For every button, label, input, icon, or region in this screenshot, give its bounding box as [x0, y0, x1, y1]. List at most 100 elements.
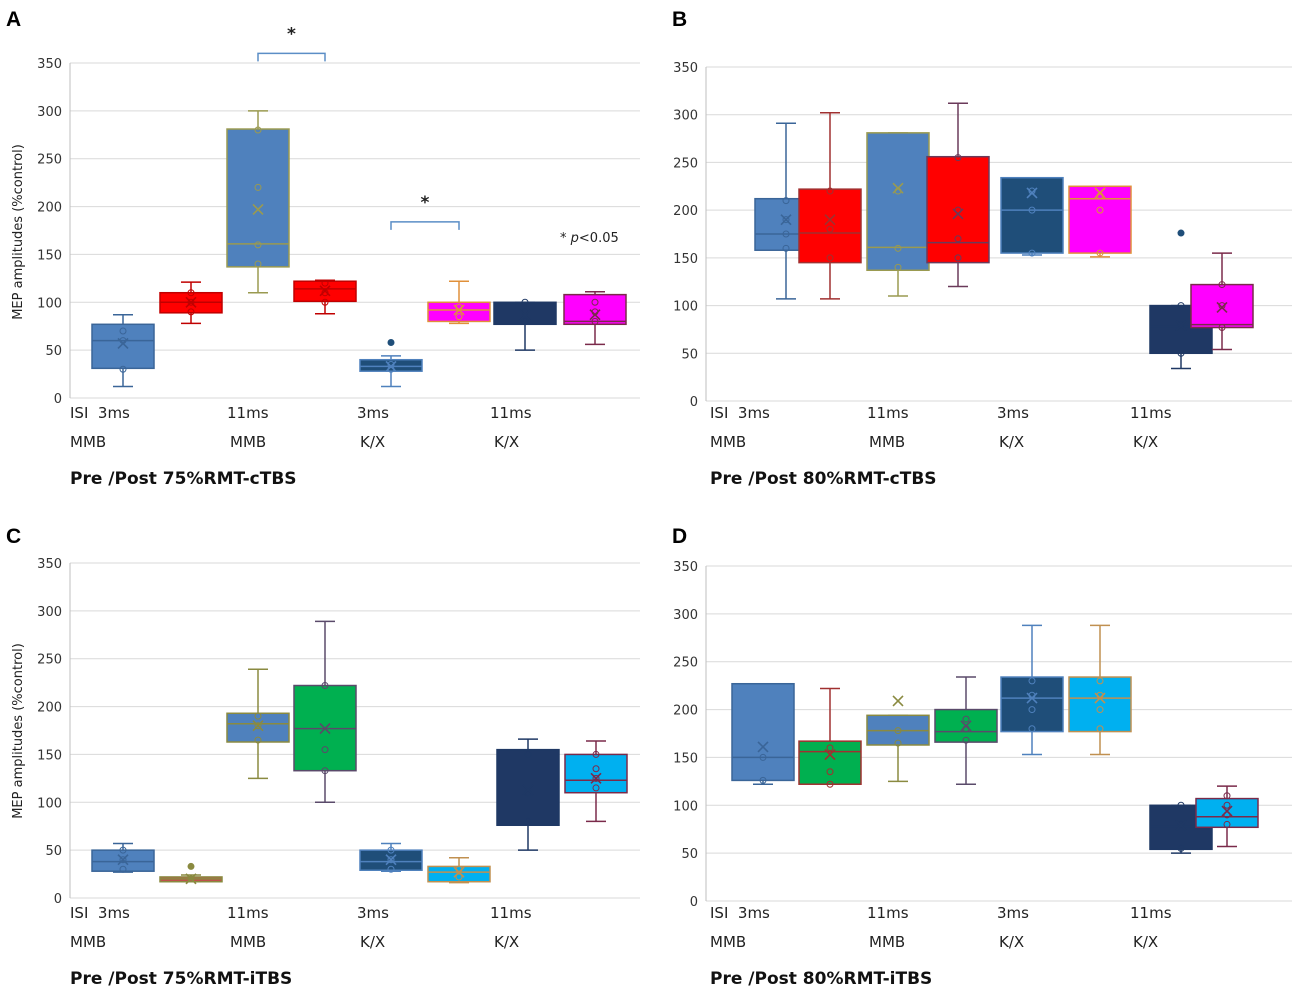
- data-point: [119, 856, 127, 864]
- x-label-11ms: 11ms: [1130, 404, 1172, 422]
- data-point: [1223, 801, 1231, 809]
- x-label-3ms: 3ms: [357, 404, 389, 422]
- box-plot: [1068, 624, 1132, 756]
- panel-d: D 0 50 100 150 200 250 300 350 ISI 3ms 11ms 3ms…: [672, 525, 1292, 989]
- box-plot: [926, 102, 990, 288]
- box-iqr: [866, 132, 930, 272]
- y-tick-label: 250: [673, 656, 698, 671]
- data-point: [1223, 820, 1231, 828]
- box-plot: [798, 687, 862, 788]
- y-tick-label: 300: [673, 109, 698, 124]
- mean-marker: [1216, 301, 1228, 314]
- x-label-11ms: 11ms: [867, 404, 909, 422]
- outlier-point: [1177, 229, 1185, 237]
- data-point: [1177, 302, 1185, 310]
- x-label-mmb: MMB: [869, 433, 905, 451]
- data-point: [1218, 281, 1226, 289]
- mean-marker: [589, 309, 601, 321]
- data-point: [826, 780, 834, 788]
- x-label-mmb: MMB: [710, 933, 746, 951]
- mean-marker: [1026, 187, 1038, 199]
- significance-line: [390, 221, 460, 230]
- box-plot: [226, 110, 290, 294]
- box-iqr: [427, 301, 491, 323]
- data-point: [187, 875, 195, 883]
- mean-marker: [385, 854, 397, 866]
- y-tick-label: 200: [37, 201, 62, 216]
- mean-marker: [892, 695, 904, 707]
- mean-marker: [952, 208, 964, 220]
- panel-c: C 0 50 100 150 200 250 300 350 MEP amplitudes (…: [6, 525, 640, 989]
- y-tick-label: 150: [37, 748, 62, 763]
- data-point: [591, 298, 599, 306]
- x-label-mmb: MMB: [70, 433, 106, 451]
- data-point: [1177, 321, 1185, 329]
- mean-marker: [185, 296, 197, 308]
- box-plot: [427, 857, 491, 884]
- data-point: [1096, 206, 1104, 214]
- data-point: [187, 308, 195, 316]
- data-point: [894, 244, 902, 252]
- x-label-kx: K/X: [1133, 433, 1158, 451]
- y-tick-label: 100: [37, 796, 62, 811]
- box-plot: [159, 281, 223, 325]
- box-plots: [731, 624, 1259, 854]
- data-point: [759, 753, 767, 761]
- significance-star: *: [421, 193, 430, 213]
- x-label-mmb: MMB: [230, 933, 266, 951]
- mean-marker: [185, 873, 197, 885]
- x-label-kx: K/X: [999, 433, 1024, 451]
- data-point: [119, 846, 127, 854]
- data-point: [894, 727, 902, 735]
- y-tick-label: 350: [673, 61, 698, 76]
- x-label-11ms: 11ms: [1130, 904, 1172, 922]
- box-plots: [754, 102, 1254, 370]
- data-point: [455, 873, 463, 881]
- panel-b: B 0 50 100 150 200 250 300 350 ISI 3ms 11ms 3ms…: [672, 8, 1292, 489]
- data-point: [759, 776, 767, 784]
- data-point: [782, 230, 790, 238]
- x-label-kx: K/X: [1133, 933, 1158, 951]
- y-tick-label: 200: [37, 701, 62, 716]
- box-iqr: [1195, 797, 1259, 829]
- y-tick-label: 150: [37, 248, 62, 263]
- data-point: [1096, 677, 1104, 685]
- y-tick-labels: 0 50 100 150 200 250 300 350: [37, 557, 62, 907]
- data-point: [119, 865, 127, 873]
- data-point: [782, 244, 790, 252]
- data-point: [119, 365, 127, 373]
- data-point: [254, 126, 262, 134]
- data-point: [321, 279, 329, 287]
- gridlines: [69, 62, 640, 399]
- mean-marker: [117, 854, 129, 866]
- box-plot: [493, 298, 557, 351]
- y-axis-label: MEP amplitudes (%control): [11, 144, 26, 320]
- x-label-kx: K/X: [999, 933, 1024, 951]
- mean-marker: [117, 337, 129, 350]
- data-point: [1177, 349, 1185, 357]
- mean-marker: [824, 214, 836, 226]
- y-tick-label: 250: [37, 653, 62, 668]
- data-point: [187, 289, 195, 297]
- box-plot: [866, 695, 930, 783]
- mean-marker: [1094, 692, 1106, 704]
- box-plot: [91, 842, 155, 873]
- x-label-3ms: 3ms: [997, 404, 1029, 422]
- data-point: [254, 722, 262, 730]
- x-label-11ms: 11ms: [867, 904, 909, 922]
- box-iqr: [1000, 676, 1064, 733]
- data-point: [321, 767, 329, 775]
- box-iqr: [934, 708, 998, 743]
- panel-letter-d: D: [672, 525, 687, 548]
- box-iqr: [731, 682, 795, 782]
- panel-a: A 0 50 100 150 200 250 300 350 MEP amplitudes (…: [6, 8, 640, 489]
- y-tick-label: 300: [673, 608, 698, 623]
- data-point: [521, 298, 529, 306]
- y-tick-label: 350: [37, 557, 62, 572]
- box-plot: [91, 313, 155, 388]
- mean-marker: [319, 723, 331, 735]
- box-plot: [731, 682, 795, 785]
- x-label-isi-3ms: ISI 3ms: [70, 904, 130, 922]
- mean-marker: [1026, 692, 1038, 704]
- data-point: [1028, 206, 1036, 214]
